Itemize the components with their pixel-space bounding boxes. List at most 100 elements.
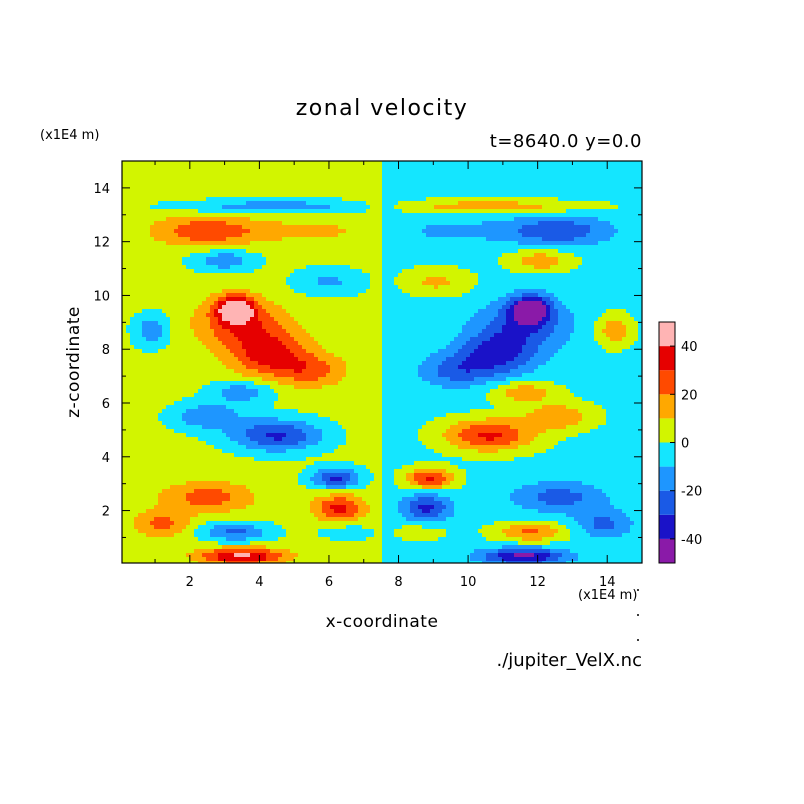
contour-cell <box>410 165 415 170</box>
contour-cell <box>326 189 331 194</box>
contour-cell <box>582 301 587 306</box>
contour-cell <box>506 273 511 278</box>
contour-cell <box>622 173 627 178</box>
contour-cell <box>202 205 207 210</box>
contour-cell <box>310 197 315 202</box>
contour-cell <box>150 281 155 286</box>
contour-cell <box>134 309 139 314</box>
contour-cell <box>290 285 295 290</box>
contour-cell <box>242 249 247 254</box>
contour-cell <box>146 269 151 274</box>
contour-cell <box>202 277 207 282</box>
contour-cell <box>406 293 411 298</box>
contour-cell <box>338 261 343 266</box>
contour-cell <box>222 285 227 290</box>
contour-cell <box>122 205 127 210</box>
contour-cell <box>430 177 435 182</box>
contour-cell <box>270 193 275 198</box>
contour-cell <box>622 185 627 190</box>
contour-cell <box>618 265 623 270</box>
contour-cell <box>478 305 483 310</box>
contour-cell <box>126 289 131 294</box>
contour-cell <box>586 189 591 194</box>
contour-cell <box>154 165 159 170</box>
contour-cell <box>522 197 527 202</box>
contour-cell <box>550 169 555 174</box>
contour-cell <box>154 241 159 246</box>
contour-cell <box>234 253 239 258</box>
contour-cell <box>358 161 363 166</box>
contour-cell <box>154 293 159 298</box>
contour-cell <box>618 229 623 234</box>
contour-cell <box>378 205 383 210</box>
contour-cell <box>230 209 235 214</box>
contour-cell <box>546 173 551 178</box>
contour-cell <box>582 285 587 290</box>
contour-cell <box>450 305 455 310</box>
contour-cell <box>230 313 235 318</box>
contour-cell <box>562 245 567 250</box>
contour-cell <box>278 173 283 178</box>
contour-cell <box>406 213 411 218</box>
contour-cell <box>246 257 251 262</box>
contour-cell <box>282 297 287 302</box>
contour-cell <box>226 269 231 274</box>
contour-cell <box>210 249 215 254</box>
contour-cell <box>574 177 579 182</box>
contour-cell <box>302 245 307 250</box>
contour-cell <box>626 201 631 206</box>
contour-cell <box>362 305 367 310</box>
contour-cell <box>606 265 611 270</box>
contour-cell <box>558 301 563 306</box>
contour-cell <box>434 281 439 286</box>
contour-cell <box>334 193 339 198</box>
contour-cell <box>254 225 259 230</box>
contour-cell <box>166 209 171 214</box>
contour-cell <box>478 261 483 266</box>
contour-cell <box>634 193 639 198</box>
contour-cell <box>546 205 551 210</box>
contour-cell <box>442 209 447 214</box>
contour-cell <box>190 253 195 258</box>
contour-cell <box>214 265 219 270</box>
contour-cell <box>470 241 475 246</box>
contour-cell <box>462 173 467 178</box>
contour-cell <box>134 229 139 234</box>
contour-cell <box>226 169 231 174</box>
contour-cell <box>502 241 507 246</box>
contour-cell <box>154 161 159 166</box>
contour-cell <box>342 201 347 206</box>
contour-cell <box>266 209 271 214</box>
contour-cell <box>414 297 419 302</box>
contour-cell <box>450 209 455 214</box>
contour-cell <box>414 265 419 270</box>
contour-cell <box>314 225 319 230</box>
contour-cell <box>150 265 155 270</box>
contour-cell <box>570 197 575 202</box>
contour-cell <box>326 289 331 294</box>
contour-cell <box>178 241 183 246</box>
contour-cell <box>434 209 439 214</box>
contour-cell <box>626 285 631 290</box>
contour-cell <box>342 229 347 234</box>
contour-cell <box>178 273 183 278</box>
contour-cell <box>622 177 627 182</box>
contour-cell <box>598 229 603 234</box>
contour-cell <box>362 273 367 278</box>
contour-cell <box>494 305 499 310</box>
contour-cell <box>362 185 367 190</box>
contour-cell <box>206 209 211 214</box>
contour-cell <box>554 173 559 178</box>
contour-cell <box>198 185 203 190</box>
contour-cell <box>238 245 243 250</box>
contour-cell <box>454 209 459 214</box>
contour-cell <box>326 253 331 258</box>
contour-cell <box>522 161 527 166</box>
contour-cell <box>586 277 591 282</box>
contour-cell <box>498 173 503 178</box>
contour-cell <box>498 245 503 250</box>
contour-cell <box>610 285 615 290</box>
contour-cell <box>174 249 179 254</box>
contour-cell <box>162 177 167 182</box>
contour-cell <box>414 205 419 210</box>
